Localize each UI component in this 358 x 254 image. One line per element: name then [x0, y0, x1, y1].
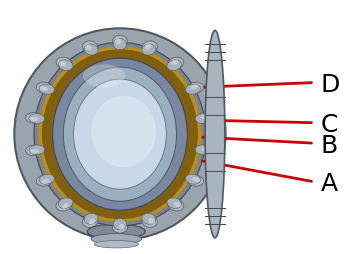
Ellipse shape: [195, 114, 211, 124]
Ellipse shape: [201, 115, 209, 120]
Ellipse shape: [58, 198, 73, 209]
Ellipse shape: [115, 39, 121, 45]
Ellipse shape: [39, 174, 54, 184]
Text: C: C: [320, 113, 338, 137]
Ellipse shape: [167, 198, 182, 209]
Ellipse shape: [58, 61, 73, 71]
Ellipse shape: [112, 221, 127, 233]
Ellipse shape: [174, 202, 181, 208]
Ellipse shape: [192, 178, 200, 182]
Ellipse shape: [148, 218, 155, 224]
Ellipse shape: [40, 87, 48, 92]
Ellipse shape: [36, 83, 53, 94]
Ellipse shape: [91, 97, 156, 168]
Ellipse shape: [83, 42, 98, 54]
Ellipse shape: [63, 68, 176, 201]
Ellipse shape: [195, 145, 211, 155]
Ellipse shape: [36, 175, 53, 186]
Ellipse shape: [29, 114, 45, 124]
Ellipse shape: [185, 174, 200, 184]
Ellipse shape: [62, 203, 69, 209]
Ellipse shape: [42, 179, 49, 184]
Ellipse shape: [202, 148, 210, 152]
Ellipse shape: [112, 36, 127, 48]
Ellipse shape: [190, 85, 198, 90]
Ellipse shape: [29, 145, 45, 155]
Ellipse shape: [38, 47, 202, 222]
Ellipse shape: [14, 29, 226, 240]
Ellipse shape: [30, 117, 38, 122]
Ellipse shape: [59, 62, 66, 67]
Ellipse shape: [113, 219, 127, 230]
Ellipse shape: [142, 42, 157, 54]
Ellipse shape: [30, 150, 39, 154]
Ellipse shape: [197, 145, 214, 156]
Ellipse shape: [85, 45, 92, 51]
Ellipse shape: [187, 175, 204, 186]
Ellipse shape: [145, 44, 151, 50]
Text: D: D: [320, 73, 340, 97]
Ellipse shape: [91, 234, 142, 244]
Text: B: B: [320, 133, 338, 157]
Ellipse shape: [56, 200, 72, 211]
Ellipse shape: [89, 219, 95, 225]
Ellipse shape: [119, 224, 125, 230]
Ellipse shape: [83, 65, 125, 88]
Ellipse shape: [168, 58, 184, 70]
Ellipse shape: [83, 215, 98, 228]
Ellipse shape: [39, 85, 54, 95]
Ellipse shape: [94, 241, 139, 248]
Ellipse shape: [26, 113, 43, 124]
Ellipse shape: [84, 213, 98, 225]
Ellipse shape: [185, 85, 200, 95]
Text: A: A: [320, 171, 338, 195]
Ellipse shape: [34, 43, 206, 226]
Ellipse shape: [187, 83, 204, 94]
Ellipse shape: [42, 50, 198, 219]
Ellipse shape: [142, 45, 156, 56]
Ellipse shape: [87, 224, 145, 239]
Ellipse shape: [205, 31, 225, 238]
Ellipse shape: [84, 45, 98, 56]
Ellipse shape: [168, 200, 184, 211]
Ellipse shape: [73, 80, 166, 189]
Ellipse shape: [197, 113, 214, 124]
Ellipse shape: [53, 59, 187, 210]
Ellipse shape: [56, 58, 72, 70]
Ellipse shape: [142, 215, 157, 228]
Ellipse shape: [171, 60, 178, 66]
Ellipse shape: [113, 39, 127, 51]
Ellipse shape: [167, 61, 182, 71]
Ellipse shape: [26, 145, 43, 156]
Ellipse shape: [142, 213, 156, 225]
